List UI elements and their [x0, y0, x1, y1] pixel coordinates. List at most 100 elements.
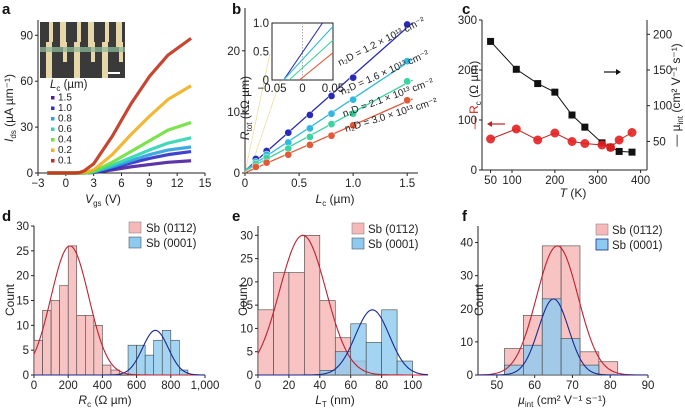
e-ylabel: Count — [236, 283, 250, 316]
c-mobility-marker — [568, 111, 576, 119]
a-ylabel: Ids (µA µm⁻¹) — [2, 74, 18, 142]
b-point — [327, 92, 336, 100]
b-point — [306, 141, 314, 149]
panel-label-d: d — [2, 208, 11, 225]
a-xtick-label: −3 — [31, 178, 44, 190]
a-xtick-label: 9 — [146, 178, 152, 190]
panel-f: 50 60 70 80 90 0 10 20 30 40 — [460, 226, 654, 392]
b-point — [403, 20, 412, 29]
pd-ytick-label: 15 — [16, 296, 29, 308]
a-legend-marker-0.2 — [51, 148, 55, 152]
c-mobility-line — [490, 41, 633, 153]
pe-gauss-fit-1 — [258, 309, 429, 376]
b-point — [262, 158, 271, 167]
pf-xtick-label: 70 — [566, 380, 579, 392]
a-xtick-label: 3 — [90, 178, 96, 190]
a-legend-marker-0.1 — [51, 159, 55, 163]
c-xlabel: T (K) — [560, 186, 587, 200]
pd-ytick-label: 30 — [16, 221, 29, 233]
micrograph-channel — [40, 47, 125, 52]
f-legend-label-1: Sb (01̄12) — [612, 225, 663, 237]
a-legend-label-0.2: 0.2 — [58, 145, 72, 156]
e-legend-label-2: Sb (0001) — [368, 239, 419, 251]
c-right-ytick-label: 50 — [653, 136, 666, 148]
pd-xtick-label: 200 — [59, 380, 78, 392]
a-legend-marker-1.5 — [51, 96, 55, 100]
c-right-arrow-icon — [616, 69, 621, 75]
pd-bar-sb0112 — [102, 364, 112, 376]
panel-e: 0 20 40 60 80 100 0 5 10 15 20 25 30 — [240, 226, 429, 392]
a-ytick-label: 30 — [20, 122, 33, 134]
c-mobility-marker — [581, 123, 589, 131]
a-legend-title: Lc (µm) — [50, 79, 88, 93]
b-xtick-label: 0.5 — [291, 178, 307, 190]
b-ytick-label: 0 — [234, 168, 240, 180]
a-legend-label-1.5: 1.5 — [58, 93, 72, 104]
b-inset-ytick-label: 0.5 — [253, 47, 269, 59]
micrograph-scale-bar — [108, 72, 120, 74]
c-rc-marker — [627, 128, 637, 137]
b-xtick-label: 1.5 — [399, 178, 415, 190]
micrograph-electrode — [116, 22, 122, 47]
c-rc-marker — [614, 135, 624, 145]
pf-gauss-fit-0 — [477, 245, 649, 376]
a-xtick-label: 0 — [63, 178, 69, 190]
b-point — [349, 109, 357, 118]
c-mobility-marker — [551, 88, 559, 96]
a-ytick-label: 0 — [27, 168, 33, 180]
pf-gauss-fit-1 — [477, 298, 648, 376]
pe-xtick-label: 80 — [375, 380, 388, 392]
d-legend-swatch-1 — [128, 221, 142, 234]
b-xtick-label: 0 — [242, 178, 248, 190]
pe-xtick-label: 0 — [255, 380, 261, 392]
pe-gauss-fit-0 — [257, 234, 429, 376]
pd-bar-sb0112 — [76, 315, 86, 376]
b-inset-line-1 — [283, 26, 334, 81]
f-legend: Sb (01̄12) Sb (0001) — [595, 223, 663, 252]
a-xlabel: Vgs (V) — [85, 192, 121, 208]
pf-bar-sb0001 — [541, 298, 562, 376]
b-point — [284, 128, 293, 137]
d-legend: Sb (01̄12) Sb (0001) — [128, 221, 197, 250]
panel-label-e: e — [232, 208, 240, 225]
d-legend-label-2: Sb (0001) — [146, 238, 197, 250]
pe-bar-sb0112 — [288, 272, 305, 376]
panel-label-a: a — [2, 1, 11, 18]
b-inset-xtick-label: 0.05 — [322, 83, 344, 95]
micrograph-electrode — [49, 22, 53, 42]
a-ytick-label: 60 — [20, 76, 33, 88]
pd-bar-sb0001 — [136, 344, 146, 376]
pd-xtick-label: 600 — [127, 380, 146, 392]
a-xtick-label: 6 — [118, 178, 124, 190]
c-mobility-marker — [512, 65, 520, 73]
a-xtick-label: 15 — [199, 178, 212, 190]
micrograph-electrode — [88, 22, 94, 47]
a-legend-marker-0.8 — [51, 117, 55, 121]
pd-bar-sb0112 — [42, 310, 52, 376]
c-mobility-marker — [615, 147, 623, 155]
b-inset-ytick-label: 1.0 — [253, 18, 269, 30]
c-rc-line — [490, 128, 633, 149]
b-ylabel: Rtot (kΩ µm) — [238, 76, 254, 140]
micrograph-electrode — [46, 42, 52, 78]
c-ylabel-left: — Rc (Ω µm) — [467, 61, 483, 130]
b-inset-guide — [244, 53, 271, 174]
pe-xtick-label: 100 — [403, 380, 422, 392]
d-xlabel: Rc (Ω µm) — [78, 393, 131, 408]
c-rc-marker — [533, 135, 543, 145]
c-xtick-label: 50 — [484, 175, 497, 187]
pd-ytick-label: 10 — [16, 320, 29, 332]
pf-ytick-label: 20 — [460, 304, 473, 316]
pd-bar-sb0001 — [127, 344, 137, 376]
b-point — [306, 133, 314, 141]
panel-c: 50 100 200 300 400 0 100 200 300 50 100 150 200 — [458, 15, 672, 187]
pe-ytick-label: 5 — [247, 347, 253, 359]
pe-ytick-label: 20 — [240, 277, 253, 289]
micrograph-electrode — [105, 22, 109, 42]
b-point — [327, 131, 336, 140]
b-ytick-label: 10 — [227, 107, 240, 119]
pd-ytick-label: 20 — [16, 271, 29, 283]
